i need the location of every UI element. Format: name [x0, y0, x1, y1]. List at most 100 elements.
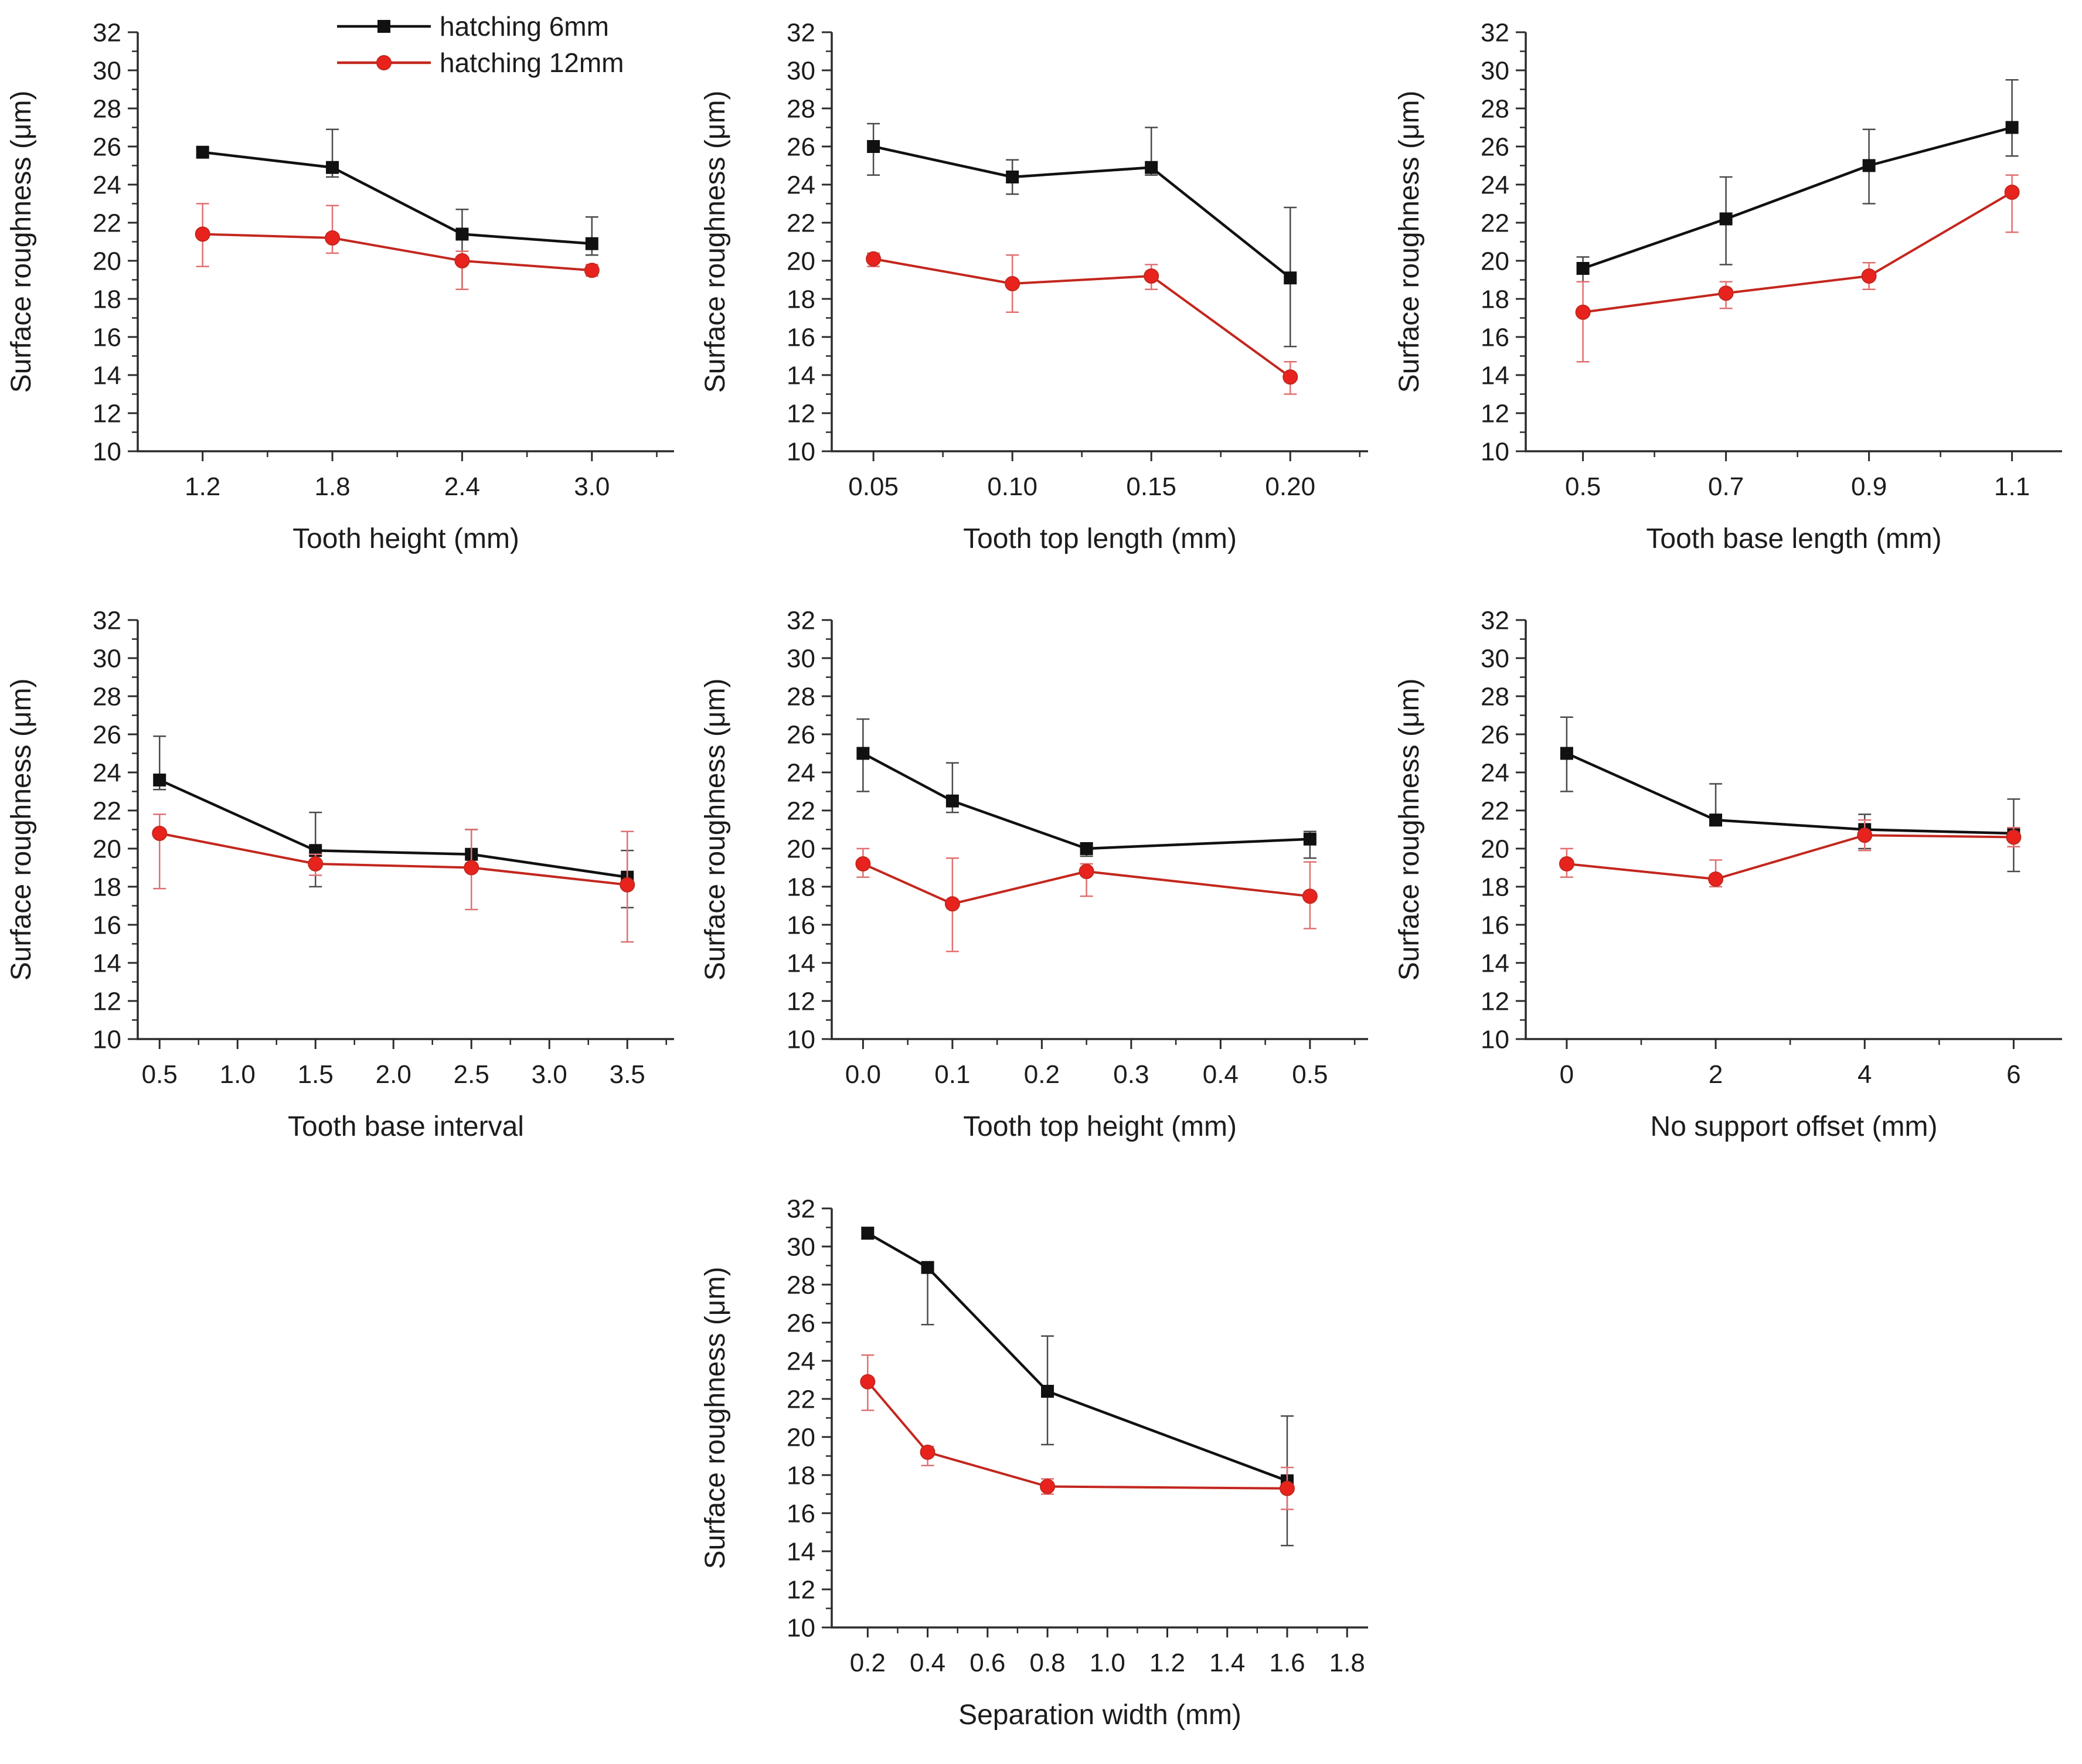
svg-text:16: 16	[787, 911, 815, 939]
svg-text:12: 12	[787, 987, 815, 1016]
svg-text:0.7: 0.7	[1708, 472, 1744, 501]
svg-text:26: 26	[1481, 720, 1509, 749]
svg-text:1.6: 1.6	[1269, 1649, 1305, 1677]
svg-text:14: 14	[1481, 949, 1509, 978]
svg-text:18: 18	[93, 873, 121, 901]
svg-text:3.0: 3.0	[574, 472, 610, 501]
svg-text:2.0: 2.0	[376, 1060, 411, 1089]
svg-text:28: 28	[787, 94, 815, 123]
svg-text:0.10: 0.10	[987, 472, 1037, 501]
svg-text:30: 30	[1481, 56, 1509, 85]
svg-text:14: 14	[787, 361, 815, 390]
svg-text:Surface roughness (μm): Surface roughness (μm)	[1394, 91, 1425, 393]
svg-text:32: 32	[787, 1194, 815, 1223]
svg-text:Surface roughness (μm): Surface roughness (μm)	[6, 679, 37, 981]
svg-text:20: 20	[93, 835, 121, 863]
svg-text:24: 24	[1481, 171, 1509, 199]
svg-text:16: 16	[787, 1499, 815, 1528]
svg-text:32: 32	[93, 18, 121, 47]
svg-text:12: 12	[93, 399, 121, 428]
svg-text:14: 14	[93, 949, 121, 978]
svg-text:1.5: 1.5	[298, 1060, 334, 1089]
chart-canvas: 10 12 14 16 18 20 22 24 26 28 30 32 0.5 1.0 1.5 2.0 2.5 3…	[6, 606, 674, 1142]
svg-text:32: 32	[1481, 606, 1509, 635]
svg-text:28: 28	[1481, 94, 1509, 123]
svg-text:10: 10	[787, 437, 815, 466]
chart-separation-width: 10 12 14 16 18 20 22 24 26 28 30 32 0.2 0.4 0.6 0.8 1.0 1…	[694, 1176, 1388, 1764]
svg-text:1.4: 1.4	[1209, 1649, 1245, 1677]
svg-text:No support offset (mm): No support offset (mm)	[1651, 1111, 1938, 1142]
svg-text:2: 2	[1709, 1060, 1723, 1089]
svg-text:24: 24	[93, 171, 121, 199]
svg-text:2.4: 2.4	[444, 472, 480, 501]
svg-text:0.15: 0.15	[1126, 472, 1176, 501]
svg-text:12: 12	[93, 987, 121, 1016]
svg-text:0.4: 0.4	[910, 1649, 945, 1677]
svg-text:14: 14	[93, 361, 121, 390]
svg-text:20: 20	[787, 1423, 815, 1452]
svg-text:16: 16	[93, 911, 121, 939]
chart-canvas: 10 12 14 16 18 20 22 24 26 28 30 32 0.0 0.1 0.2 0.3 0.4 0…	[700, 606, 1368, 1142]
svg-text:18: 18	[787, 1461, 815, 1490]
svg-text:4: 4	[1858, 1060, 1872, 1089]
svg-text:Surface roughness (μm): Surface roughness (μm)	[1394, 679, 1425, 981]
svg-text:20: 20	[787, 835, 815, 863]
svg-text:18: 18	[1481, 285, 1509, 314]
svg-text:20: 20	[1481, 247, 1509, 275]
svg-text:26: 26	[93, 720, 121, 749]
svg-text:Tooth top length (mm): Tooth top length (mm)	[963, 523, 1237, 554]
svg-text:0.05: 0.05	[848, 472, 899, 501]
chart-tooth-height: 10 12 14 16 18 20 22 24 26 28 30 32 1.2 1.8 2.4 3.0 Toot…	[0, 0, 694, 588]
svg-text:24: 24	[1481, 758, 1509, 787]
svg-text:16: 16	[1481, 323, 1509, 352]
svg-text:12: 12	[1481, 987, 1509, 1016]
svg-text:0.3: 0.3	[1113, 1060, 1149, 1089]
svg-text:26: 26	[787, 1309, 815, 1337]
svg-text:1.2: 1.2	[185, 472, 220, 501]
chart-tooth-base-length: 10 12 14 16 18 20 22 24 26 28 30 32 0.5 0.7 0.9 1.1 Toot…	[1388, 0, 2082, 588]
svg-text:28: 28	[787, 682, 815, 711]
svg-text:10: 10	[787, 1025, 815, 1054]
svg-text:10: 10	[787, 1613, 815, 1642]
svg-text:30: 30	[787, 644, 815, 673]
svg-text:28: 28	[1481, 682, 1509, 711]
svg-text:12: 12	[787, 1575, 815, 1604]
svg-text:0.0: 0.0	[845, 1060, 881, 1089]
svg-text:30: 30	[787, 1232, 815, 1261]
svg-text:14: 14	[787, 949, 815, 978]
svg-text:20: 20	[93, 247, 121, 275]
svg-text:30: 30	[1481, 644, 1509, 673]
svg-text:22: 22	[93, 796, 121, 825]
svg-text:Surface roughness (μm): Surface roughness (μm)	[700, 1267, 731, 1569]
svg-text:3.5: 3.5	[610, 1060, 645, 1089]
svg-text:18: 18	[787, 285, 815, 314]
svg-text:10: 10	[1481, 437, 1509, 466]
chart-no-support-offset: 10 12 14 16 18 20 22 24 26 28 30 32 0 2 4 6 No support o…	[1388, 588, 2082, 1176]
svg-text:Tooth top height (mm): Tooth top height (mm)	[963, 1111, 1237, 1142]
svg-text:6: 6	[2006, 1060, 2020, 1089]
svg-text:32: 32	[787, 606, 815, 635]
svg-text:28: 28	[93, 94, 121, 123]
svg-text:12: 12	[1481, 399, 1509, 428]
svg-text:0.5: 0.5	[142, 1060, 178, 1089]
svg-text:0.8: 0.8	[1029, 1649, 1065, 1677]
svg-text:24: 24	[787, 1347, 815, 1375]
svg-text:10: 10	[93, 1025, 121, 1054]
svg-text:26: 26	[787, 720, 815, 749]
chart-canvas: 10 12 14 16 18 20 22 24 26 28 30 32 0.2 0.4 0.6 0.8 1.0 1…	[700, 1194, 1368, 1731]
svg-text:22: 22	[787, 209, 815, 237]
svg-text:30: 30	[93, 644, 121, 673]
svg-text:16: 16	[93, 323, 121, 352]
svg-text:22: 22	[93, 209, 121, 237]
svg-text:22: 22	[787, 796, 815, 825]
svg-text:22: 22	[1481, 209, 1509, 237]
svg-text:26: 26	[787, 132, 815, 161]
chart-canvas: 10 12 14 16 18 20 22 24 26 28 30 32 0.5 0.7 0.9 1.1 Toot…	[1394, 18, 2062, 554]
svg-text:16: 16	[1481, 911, 1509, 939]
svg-text:hatching 6mm: hatching 6mm	[440, 11, 609, 42]
svg-text:20: 20	[787, 247, 815, 275]
svg-text:28: 28	[787, 1271, 815, 1299]
svg-text:32: 32	[787, 18, 815, 47]
chart-canvas: 10 12 14 16 18 20 22 24 26 28 30 32 0.05 0.10 0.15 0.20…	[700, 18, 1368, 554]
